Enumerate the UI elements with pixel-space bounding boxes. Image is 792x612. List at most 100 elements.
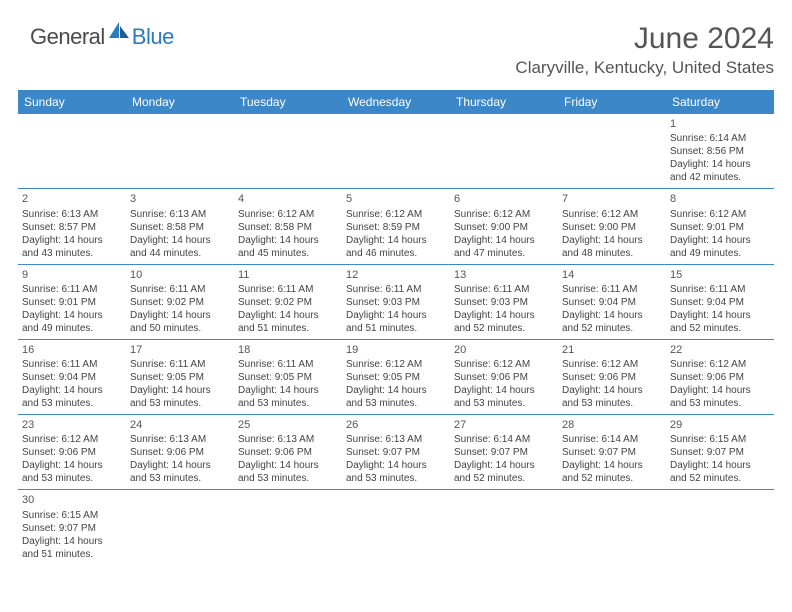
day-cell	[234, 114, 342, 188]
day-cell: 21Sunrise: 6:12 AMSunset: 9:06 PMDayligh…	[558, 340, 666, 414]
day-cell	[234, 490, 342, 564]
day-info-line: Daylight: 14 hours	[22, 234, 121, 247]
day-info-line: Sunrise: 6:12 AM	[454, 208, 553, 221]
day-info-line: Daylight: 14 hours	[130, 309, 229, 322]
logo-sail-icon	[109, 22, 131, 45]
day-info-line: Daylight: 14 hours	[670, 234, 769, 247]
day-cell: 15Sunrise: 6:11 AMSunset: 9:04 PMDayligh…	[666, 265, 774, 339]
day-info-line: Sunrise: 6:12 AM	[454, 358, 553, 371]
day-info-line: Sunset: 9:02 PM	[238, 296, 337, 309]
day-cell: 7Sunrise: 6:12 AMSunset: 9:00 PMDaylight…	[558, 189, 666, 263]
day-info-line: Sunset: 9:07 PM	[562, 446, 661, 459]
day-info-line: Daylight: 14 hours	[346, 384, 445, 397]
day-cell: 22Sunrise: 6:12 AMSunset: 9:06 PMDayligh…	[666, 340, 774, 414]
day-cell	[558, 490, 666, 564]
weekday-header: Thursday	[450, 90, 558, 114]
day-info-line: Sunset: 8:56 PM	[670, 145, 769, 158]
day-info-line: and 51 minutes.	[22, 548, 121, 561]
day-cell: 8Sunrise: 6:12 AMSunset: 9:01 PMDaylight…	[666, 189, 774, 263]
day-number: 24	[130, 418, 229, 432]
day-cell: 19Sunrise: 6:12 AMSunset: 9:05 PMDayligh…	[342, 340, 450, 414]
day-number: 8	[670, 192, 769, 206]
day-info-line: Daylight: 14 hours	[454, 234, 553, 247]
day-info-line: Sunrise: 6:13 AM	[130, 433, 229, 446]
weekday-header: Sunday	[18, 90, 126, 114]
day-info-line: Sunrise: 6:13 AM	[130, 208, 229, 221]
day-number: 11	[238, 268, 337, 282]
day-info-line: and 43 minutes.	[22, 247, 121, 260]
day-info-line: Daylight: 14 hours	[454, 459, 553, 472]
day-info-line: and 53 minutes.	[562, 397, 661, 410]
day-info-line: Sunrise: 6:13 AM	[346, 433, 445, 446]
day-info-line: Daylight: 14 hours	[454, 309, 553, 322]
day-info-line: Sunrise: 6:12 AM	[22, 433, 121, 446]
day-cell: 30Sunrise: 6:15 AMSunset: 9:07 PMDayligh…	[18, 490, 126, 564]
day-info-line: Daylight: 14 hours	[238, 459, 337, 472]
day-info-line: Daylight: 14 hours	[22, 309, 121, 322]
day-info-line: and 53 minutes.	[130, 397, 229, 410]
day-info-line: Sunset: 9:06 PM	[238, 446, 337, 459]
day-info-line: Sunset: 9:06 PM	[562, 371, 661, 384]
day-number: 10	[130, 268, 229, 282]
day-cell: 2Sunrise: 6:13 AMSunset: 8:57 PMDaylight…	[18, 189, 126, 263]
day-number: 19	[346, 343, 445, 357]
day-number: 27	[454, 418, 553, 432]
day-number: 12	[346, 268, 445, 282]
day-info-line: Sunset: 9:01 PM	[22, 296, 121, 309]
day-cell	[342, 114, 450, 188]
day-info-line: Sunrise: 6:15 AM	[22, 509, 121, 522]
day-info-line: Daylight: 14 hours	[130, 234, 229, 247]
day-info-line: Sunset: 9:03 PM	[454, 296, 553, 309]
day-cell: 24Sunrise: 6:13 AMSunset: 9:06 PMDayligh…	[126, 415, 234, 489]
day-info-line: Daylight: 14 hours	[346, 234, 445, 247]
weekday-header: Tuesday	[234, 90, 342, 114]
day-cell: 28Sunrise: 6:14 AMSunset: 9:07 PMDayligh…	[558, 415, 666, 489]
logo: General Blue	[30, 22, 174, 51]
week-row: 2Sunrise: 6:13 AMSunset: 8:57 PMDaylight…	[18, 189, 774, 264]
day-cell: 1Sunrise: 6:14 AMSunset: 8:56 PMDaylight…	[666, 114, 774, 188]
day-cell: 11Sunrise: 6:11 AMSunset: 9:02 PMDayligh…	[234, 265, 342, 339]
day-info-line: and 44 minutes.	[130, 247, 229, 260]
weekday-header: Monday	[126, 90, 234, 114]
day-number: 17	[130, 343, 229, 357]
location-text: Claryville, Kentucky, United States	[515, 58, 774, 78]
day-info-line: and 52 minutes.	[562, 322, 661, 335]
day-cell: 18Sunrise: 6:11 AMSunset: 9:05 PMDayligh…	[234, 340, 342, 414]
day-info-line: Sunset: 9:07 PM	[454, 446, 553, 459]
day-info-line: Sunset: 8:58 PM	[238, 221, 337, 234]
day-info-line: Sunset: 9:04 PM	[670, 296, 769, 309]
week-row: 23Sunrise: 6:12 AMSunset: 9:06 PMDayligh…	[18, 415, 774, 490]
day-info-line: Sunset: 9:07 PM	[346, 446, 445, 459]
day-info-line: Daylight: 14 hours	[454, 384, 553, 397]
day-info-line: Sunrise: 6:14 AM	[670, 132, 769, 145]
day-info-line: Sunrise: 6:11 AM	[130, 283, 229, 296]
month-title: June 2024	[515, 22, 774, 56]
day-info-line: Sunrise: 6:11 AM	[670, 283, 769, 296]
day-number: 14	[562, 268, 661, 282]
day-info-line: Sunset: 8:58 PM	[130, 221, 229, 234]
day-cell: 9Sunrise: 6:11 AMSunset: 9:01 PMDaylight…	[18, 265, 126, 339]
day-cell: 23Sunrise: 6:12 AMSunset: 9:06 PMDayligh…	[18, 415, 126, 489]
day-info-line: Daylight: 14 hours	[562, 309, 661, 322]
day-info-line: Daylight: 14 hours	[670, 384, 769, 397]
day-number: 29	[670, 418, 769, 432]
day-cell: 17Sunrise: 6:11 AMSunset: 9:05 PMDayligh…	[126, 340, 234, 414]
logo-text-blue: Blue	[132, 24, 174, 50]
day-info-line: Sunset: 9:06 PM	[454, 371, 553, 384]
day-cell: 27Sunrise: 6:14 AMSunset: 9:07 PMDayligh…	[450, 415, 558, 489]
title-block: June 2024 Claryville, Kentucky, United S…	[515, 22, 774, 78]
day-info-line: and 52 minutes.	[670, 322, 769, 335]
day-info-line: Sunrise: 6:11 AM	[238, 358, 337, 371]
day-info-line: and 45 minutes.	[238, 247, 337, 260]
day-info-line: Sunset: 9:06 PM	[22, 446, 121, 459]
week-row: 16Sunrise: 6:11 AMSunset: 9:04 PMDayligh…	[18, 340, 774, 415]
header: General Blue June 2024 Claryville, Kentu…	[0, 0, 792, 82]
day-info-line: Daylight: 14 hours	[238, 384, 337, 397]
day-info-line: and 53 minutes.	[22, 397, 121, 410]
day-info-line: Daylight: 14 hours	[238, 234, 337, 247]
day-cell	[126, 114, 234, 188]
day-info-line: Sunrise: 6:12 AM	[670, 358, 769, 371]
day-cell: 25Sunrise: 6:13 AMSunset: 9:06 PMDayligh…	[234, 415, 342, 489]
day-info-line: and 53 minutes.	[22, 472, 121, 485]
day-number: 7	[562, 192, 661, 206]
